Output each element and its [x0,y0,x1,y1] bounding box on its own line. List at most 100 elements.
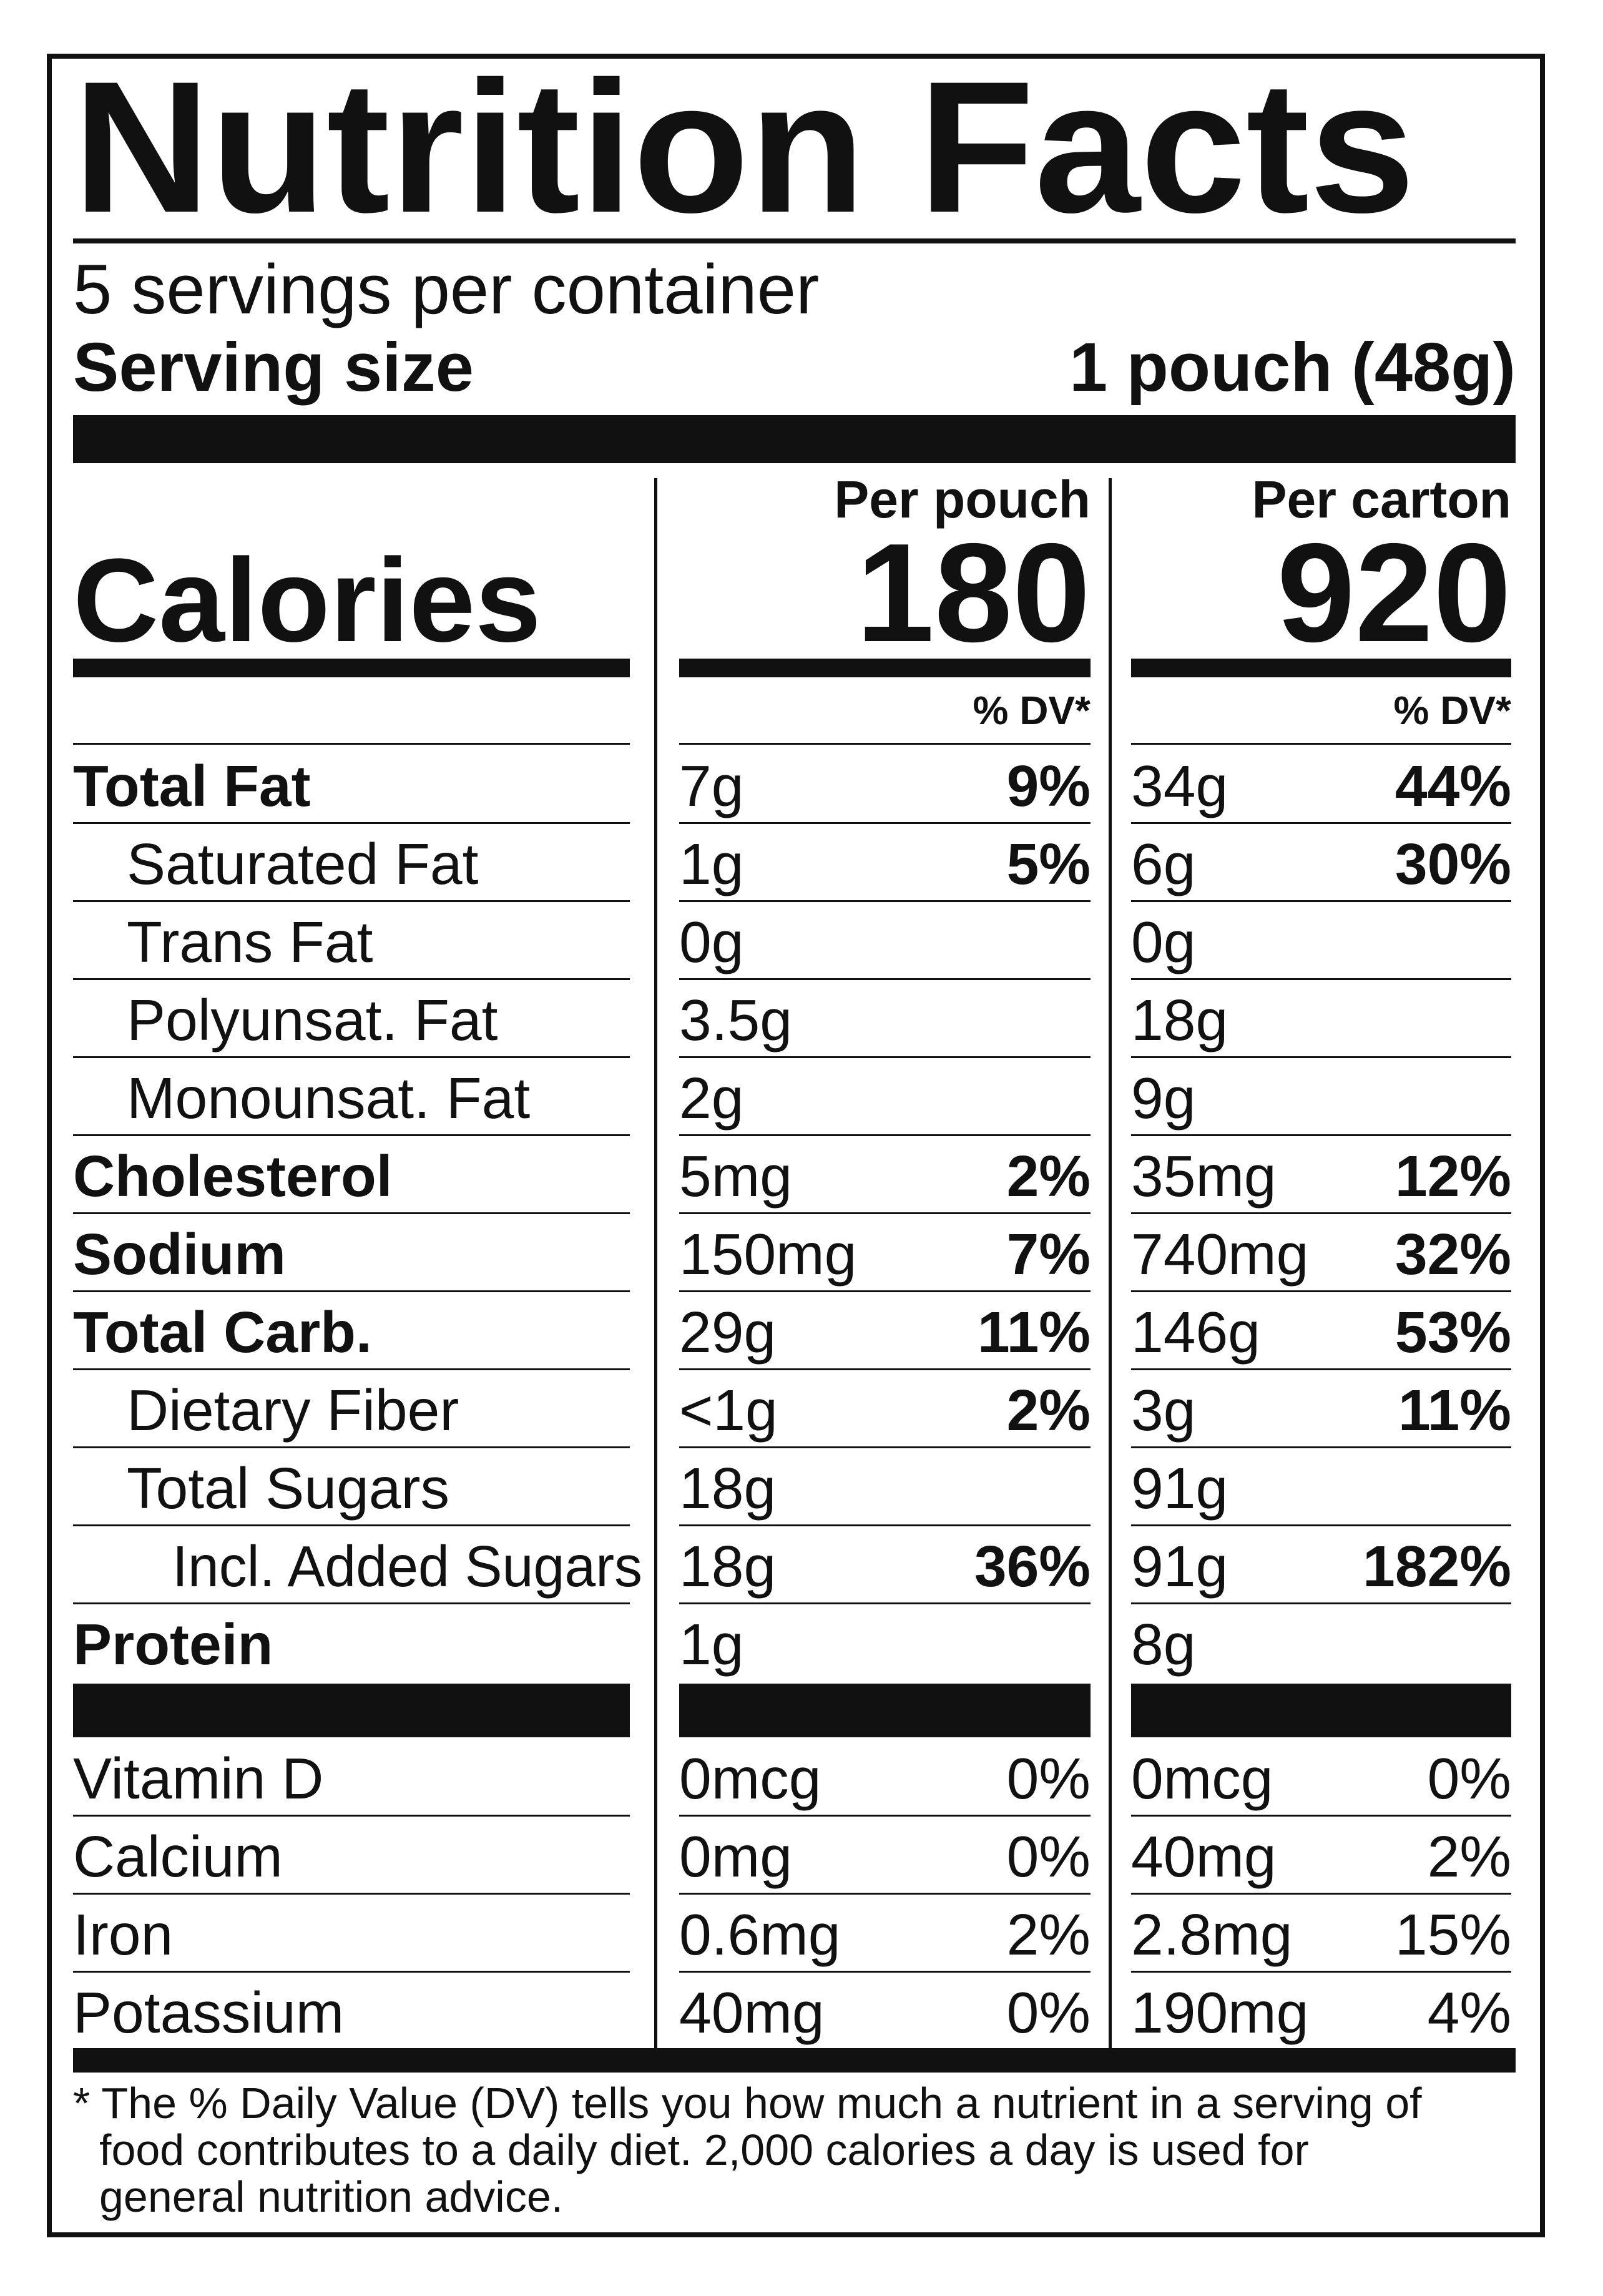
row-rule [679,1368,1091,1370]
row-rule [679,1056,1091,1058]
vitamin-bar [679,1684,1091,1737]
row-rule [1131,1134,1511,1136]
row-rule [1131,1893,1511,1895]
daily-value: 53% [1395,1300,1511,1365]
dv-header: % DV* [973,688,1091,733]
thick-bar [73,415,1516,463]
amount: 0.6mg [679,1902,840,1967]
row-rule [1131,1446,1511,1448]
nutrient-name: Monounsat. Fat [127,1066,530,1131]
daily-value: 2% [1007,1378,1091,1443]
amount: 1g [679,1612,743,1677]
amount: 40mg [1131,1824,1277,1889]
row-rule [679,1971,1091,1973]
row-rule [679,743,1091,745]
dv-header: % DV* [1394,688,1512,733]
daily-value: 0% [1007,1980,1091,2045]
daily-value: 0% [1007,1746,1091,1811]
row-rule [73,1602,630,1604]
nutrient-name: Dietary Fiber [127,1378,459,1443]
row-rule [73,1446,630,1448]
row-rule [679,1893,1091,1895]
row-rule [679,1212,1091,1214]
nutrient-name: Cholesterol [73,1144,393,1209]
row-rule [1131,743,1511,745]
row-rule [1131,1971,1511,1973]
row-rule [73,1134,630,1136]
row-rule [73,1815,630,1817]
column-header: Per carton [1252,470,1512,529]
amount: 8g [1131,1612,1195,1677]
row-rule [1131,1056,1511,1058]
row-rule [73,900,630,902]
title: Nutrition Facts [73,42,1415,252]
amount: 2g [679,1066,743,1131]
row-rule [73,1971,630,1973]
row-rule [1131,1602,1511,1604]
servings: 5 servings per container [73,250,819,328]
serving-size-label: Serving size [73,329,474,406]
title-rule [73,238,1516,243]
nutrient-name: Vitamin D [73,1746,323,1811]
row-rule [1131,1524,1511,1526]
amount: 91g [1131,1534,1228,1599]
nutrient-name: Iron [73,1902,173,1967]
nutrient-name: Trans Fat [127,910,373,974]
amount: 0g [1131,910,1195,974]
row-rule [73,1212,630,1214]
nutrient-name: Sodium [73,1222,286,1287]
row-rule [679,1815,1091,1817]
calories-value: 180 [856,514,1091,671]
daily-value: 32% [1395,1222,1511,1287]
amount: 3.5g [679,988,792,1052]
row-rule [1131,1815,1511,1817]
amount: 0mg [679,1824,792,1889]
nutrient-name: Calcium [73,1824,283,1889]
footnote: food contributes to a daily diet. 2,000 … [99,2126,1309,2174]
row-rule [1131,978,1511,980]
daily-value: 30% [1395,832,1511,896]
nutrient-name: Polyunsat. Fat [127,988,498,1052]
calories-bar [679,659,1091,677]
daily-value: 5% [1007,832,1091,896]
row-rule [679,1446,1091,1448]
daily-value: 9% [1007,753,1091,818]
amount: 190mg [1131,1980,1308,2045]
nutrient-name: Protein [73,1612,273,1677]
nutrient-name: Total Carb. [73,1300,372,1365]
daily-value: 4% [1428,1980,1511,2045]
amount: 3g [1131,1378,1195,1443]
column-divider [1109,478,1112,2048]
daily-value: 12% [1395,1144,1511,1209]
bottom-bar [73,2048,1516,2073]
row-rule [679,978,1091,980]
amount: 0mcg [1131,1746,1273,1811]
daily-value: 0% [1007,1824,1091,1889]
amount: 35mg [1131,1144,1277,1209]
daily-value: 11% [978,1300,1091,1365]
daily-value: 2% [1007,1144,1091,1209]
amount: 18g [1131,988,1228,1052]
row-rule [1131,1290,1511,1292]
nutrient-name: Incl. Added Sugars [172,1534,642,1599]
amount: 40mg [679,1980,825,2045]
amount: 146g [1131,1300,1260,1365]
row-rule [1131,900,1511,902]
row-rule [679,822,1091,824]
daily-value: 0% [1428,1746,1511,1811]
calories-bar [1131,659,1511,677]
daily-value: 182% [1363,1534,1511,1599]
daily-value: 36% [974,1534,1091,1599]
amount: 6g [1131,832,1195,896]
nutrient-name: Total Sugars [127,1456,449,1521]
border [47,54,1545,2237]
amount: 18g [679,1534,776,1599]
row-rule [1131,822,1511,824]
amount: 0mcg [679,1746,821,1811]
column-header: Per pouch [834,470,1091,529]
nutrient-name: Saturated Fat [127,832,479,896]
row-rule [73,822,630,824]
row-rule [1131,1212,1511,1214]
amount: 9g [1131,1066,1195,1131]
row-rule [73,1893,630,1895]
